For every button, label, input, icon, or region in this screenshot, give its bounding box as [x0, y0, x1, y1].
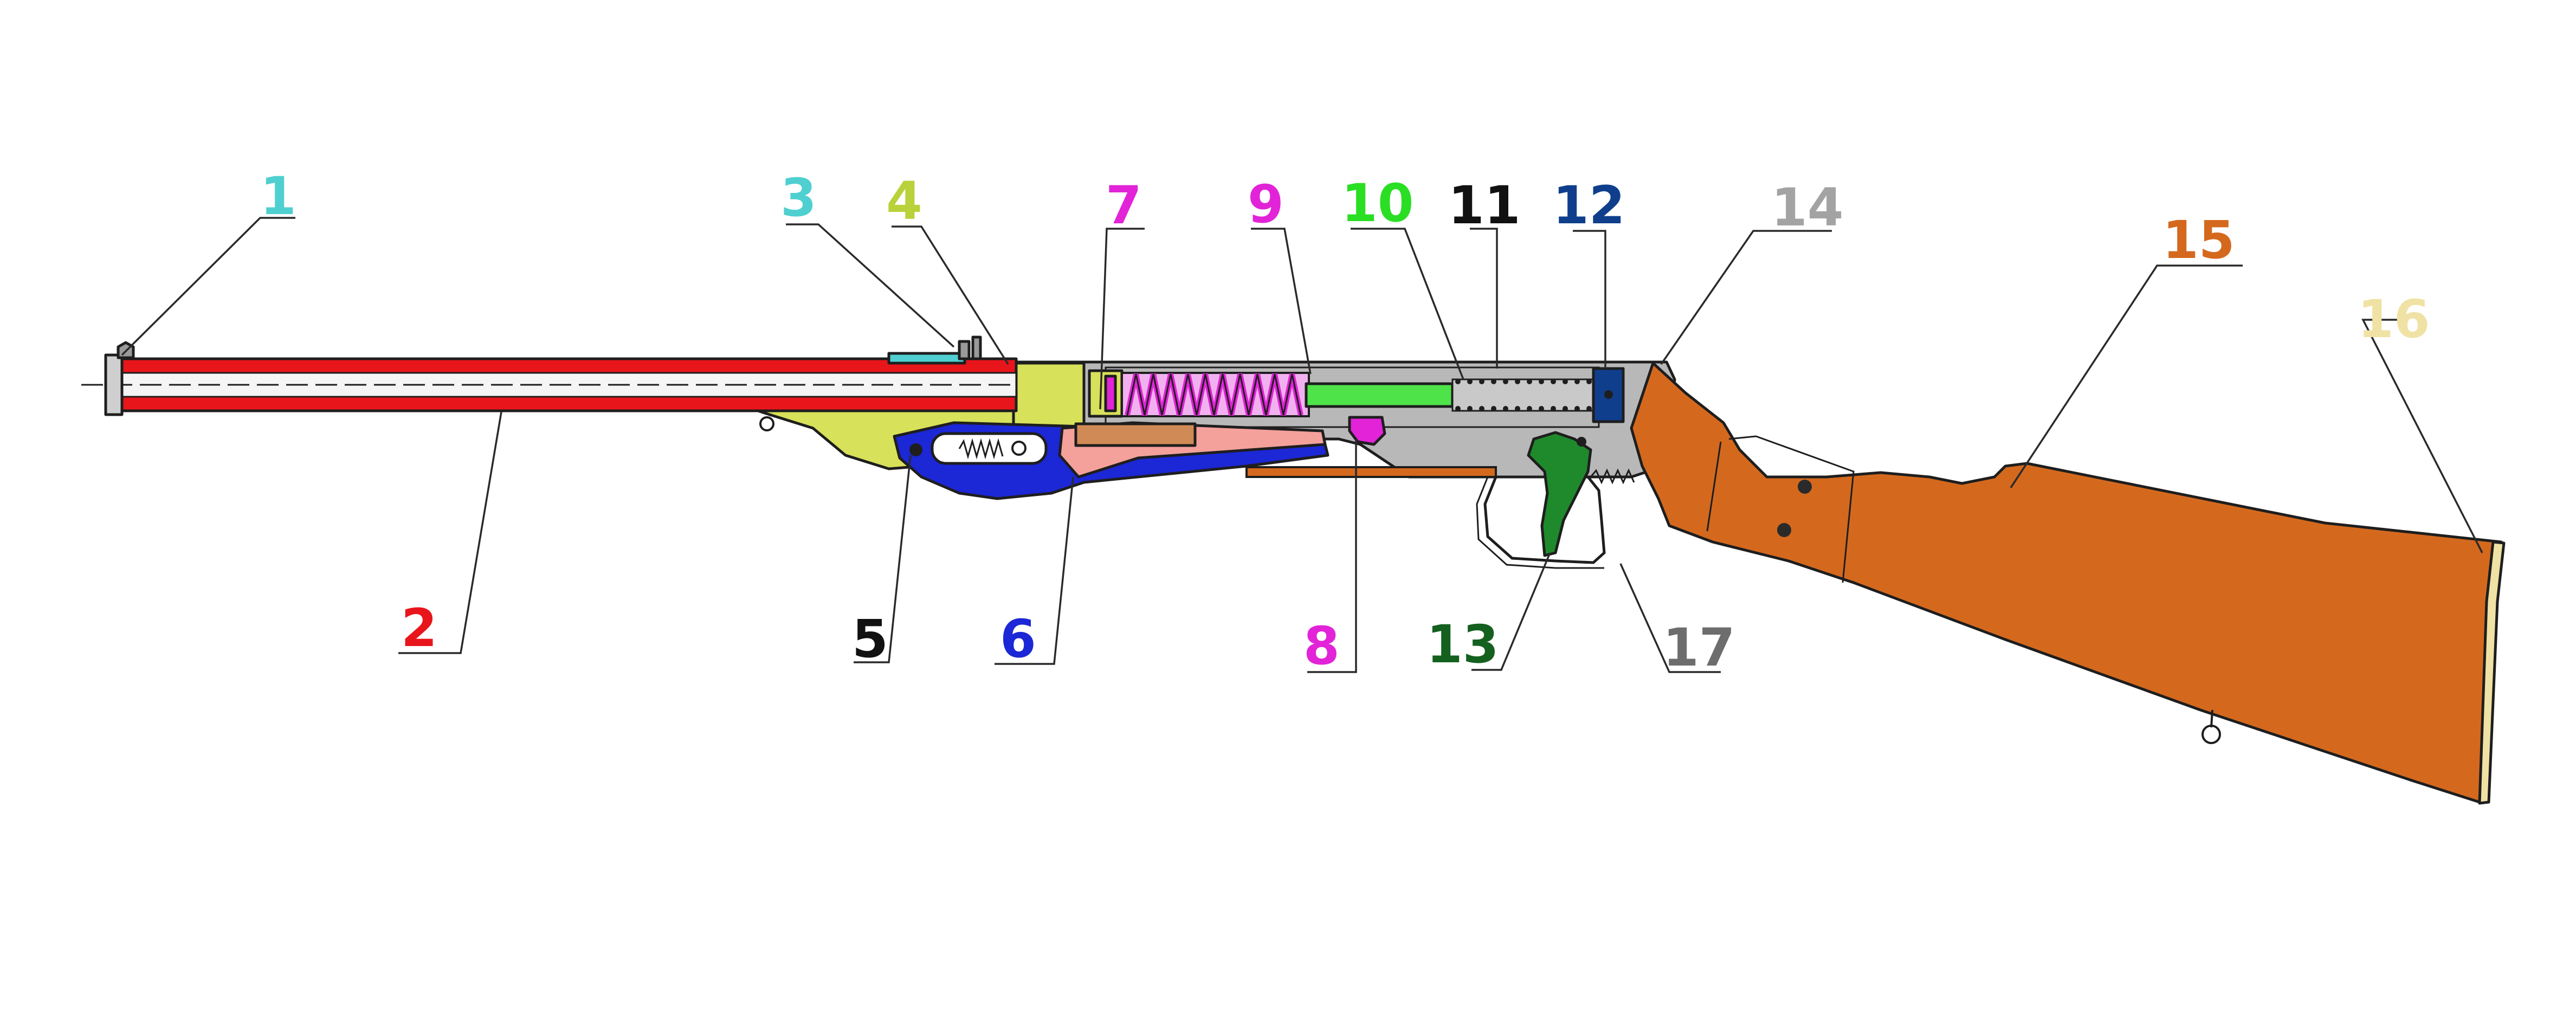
callout-1: 1 — [260, 166, 296, 227]
callout-16: 16 — [2358, 289, 2430, 350]
barrel-band — [759, 416, 774, 431]
callout-5: 5 — [852, 609, 888, 669]
trigger — [1527, 431, 1592, 557]
mainspring — [1121, 372, 1310, 417]
callout-3: 3 — [780, 167, 817, 228]
callout-11: 11 — [1448, 175, 1521, 236]
stock-seam — [1728, 435, 1855, 583]
callout-15: 15 — [2162, 210, 2235, 270]
stock-screw-1 — [1798, 480, 1812, 494]
barrel — [81, 353, 1018, 416]
stock-screw-2 — [1777, 523, 1791, 537]
trigger-spring — [1590, 468, 1635, 485]
callout-10: 10 — [1341, 173, 1414, 234]
lever-pivot — [909, 443, 922, 456]
rear-sight — [887, 335, 982, 365]
rifle-cross-section — [81, 335, 2506, 805]
return-spring — [1451, 378, 1594, 412]
lower-rail — [1245, 466, 1497, 478]
sling-swivel — [2201, 709, 2221, 744]
callout-12: 12 — [1553, 175, 1625, 236]
callout-13: 13 — [1426, 614, 1499, 675]
callout-14: 14 — [1771, 177, 1844, 238]
breech-block — [1012, 361, 1086, 430]
callout-labels: 1 2 3 4 5 6 7 8 9 10 11 12 13 14 15 16 1… — [260, 166, 2430, 678]
sear-catch — [1348, 416, 1386, 446]
piston-seal — [1088, 369, 1124, 418]
callout-9: 9 — [1248, 174, 1284, 235]
lever-window — [931, 432, 1048, 465]
linkage-plate — [1074, 422, 1197, 447]
butt-plate — [2478, 540, 2506, 805]
leader-lines — [121, 217, 2483, 673]
stock — [1630, 361, 2503, 804]
callout-2: 2 — [401, 598, 437, 658]
callout-17: 17 — [1663, 617, 1735, 678]
callout-7: 7 — [1106, 175, 1142, 236]
plunger-rod — [1305, 382, 1454, 408]
end-cap — [1592, 367, 1625, 423]
callout-6: 6 — [1000, 609, 1036, 669]
callout-4: 4 — [886, 171, 922, 231]
trigger-guard — [1483, 476, 1606, 564]
callout-8: 8 — [1303, 616, 1340, 676]
